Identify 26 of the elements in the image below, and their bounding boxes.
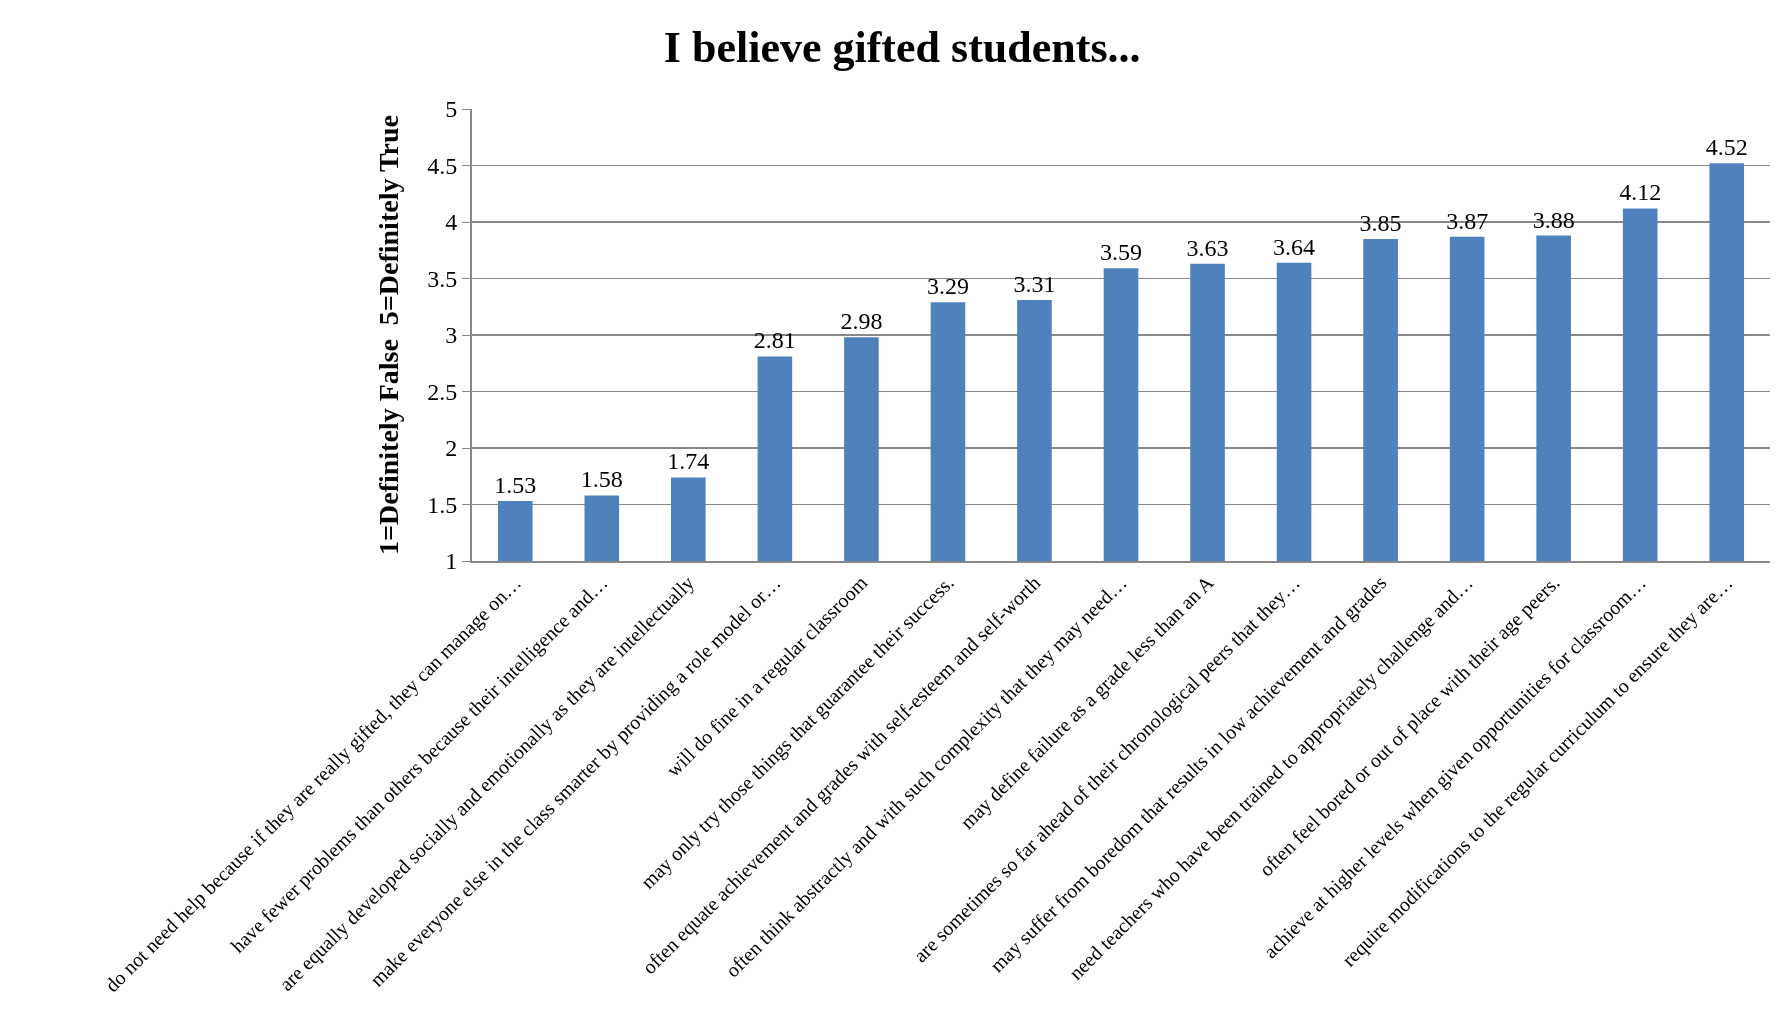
y-tick-label: 1 (445, 548, 458, 575)
data-label: 3.59 (1100, 239, 1142, 266)
y-tick-label: 2.5 (427, 378, 458, 405)
chart-title: I believe gifted students... (663, 22, 1141, 72)
data-label: 3.29 (926, 273, 969, 300)
data-label: 4.52 (1705, 134, 1748, 161)
y-tick-label: 2 (445, 435, 458, 462)
data-label: 4.12 (1619, 179, 1662, 206)
y-tick-label: 3.5 (427, 265, 458, 292)
data-label: 1.58 (580, 466, 623, 493)
data-label: 3.87 (1446, 207, 1489, 234)
data-label: 2.98 (840, 308, 883, 335)
data-label: 3.63 (1186, 234, 1229, 261)
data-label: 1.53 (494, 472, 537, 499)
y-tick-label: 1.5 (427, 491, 458, 518)
data-label: 3.64 (1273, 233, 1316, 260)
y-tick-label: 4 (445, 209, 458, 236)
data-label: 3.88 (1532, 206, 1575, 233)
data-label: 1.74 (667, 448, 710, 475)
y-tick-label: 3 (445, 322, 458, 349)
data-label: 3.31 (1013, 270, 1056, 297)
data-label: 3.85 (1359, 209, 1402, 236)
y-axis-title: 1=Definitely False 5=Definitely True (373, 115, 405, 555)
y-tick-label: 4.5 (427, 152, 458, 179)
y-tick-label: 5 (445, 96, 458, 123)
data-label: 2.81 (753, 327, 796, 354)
